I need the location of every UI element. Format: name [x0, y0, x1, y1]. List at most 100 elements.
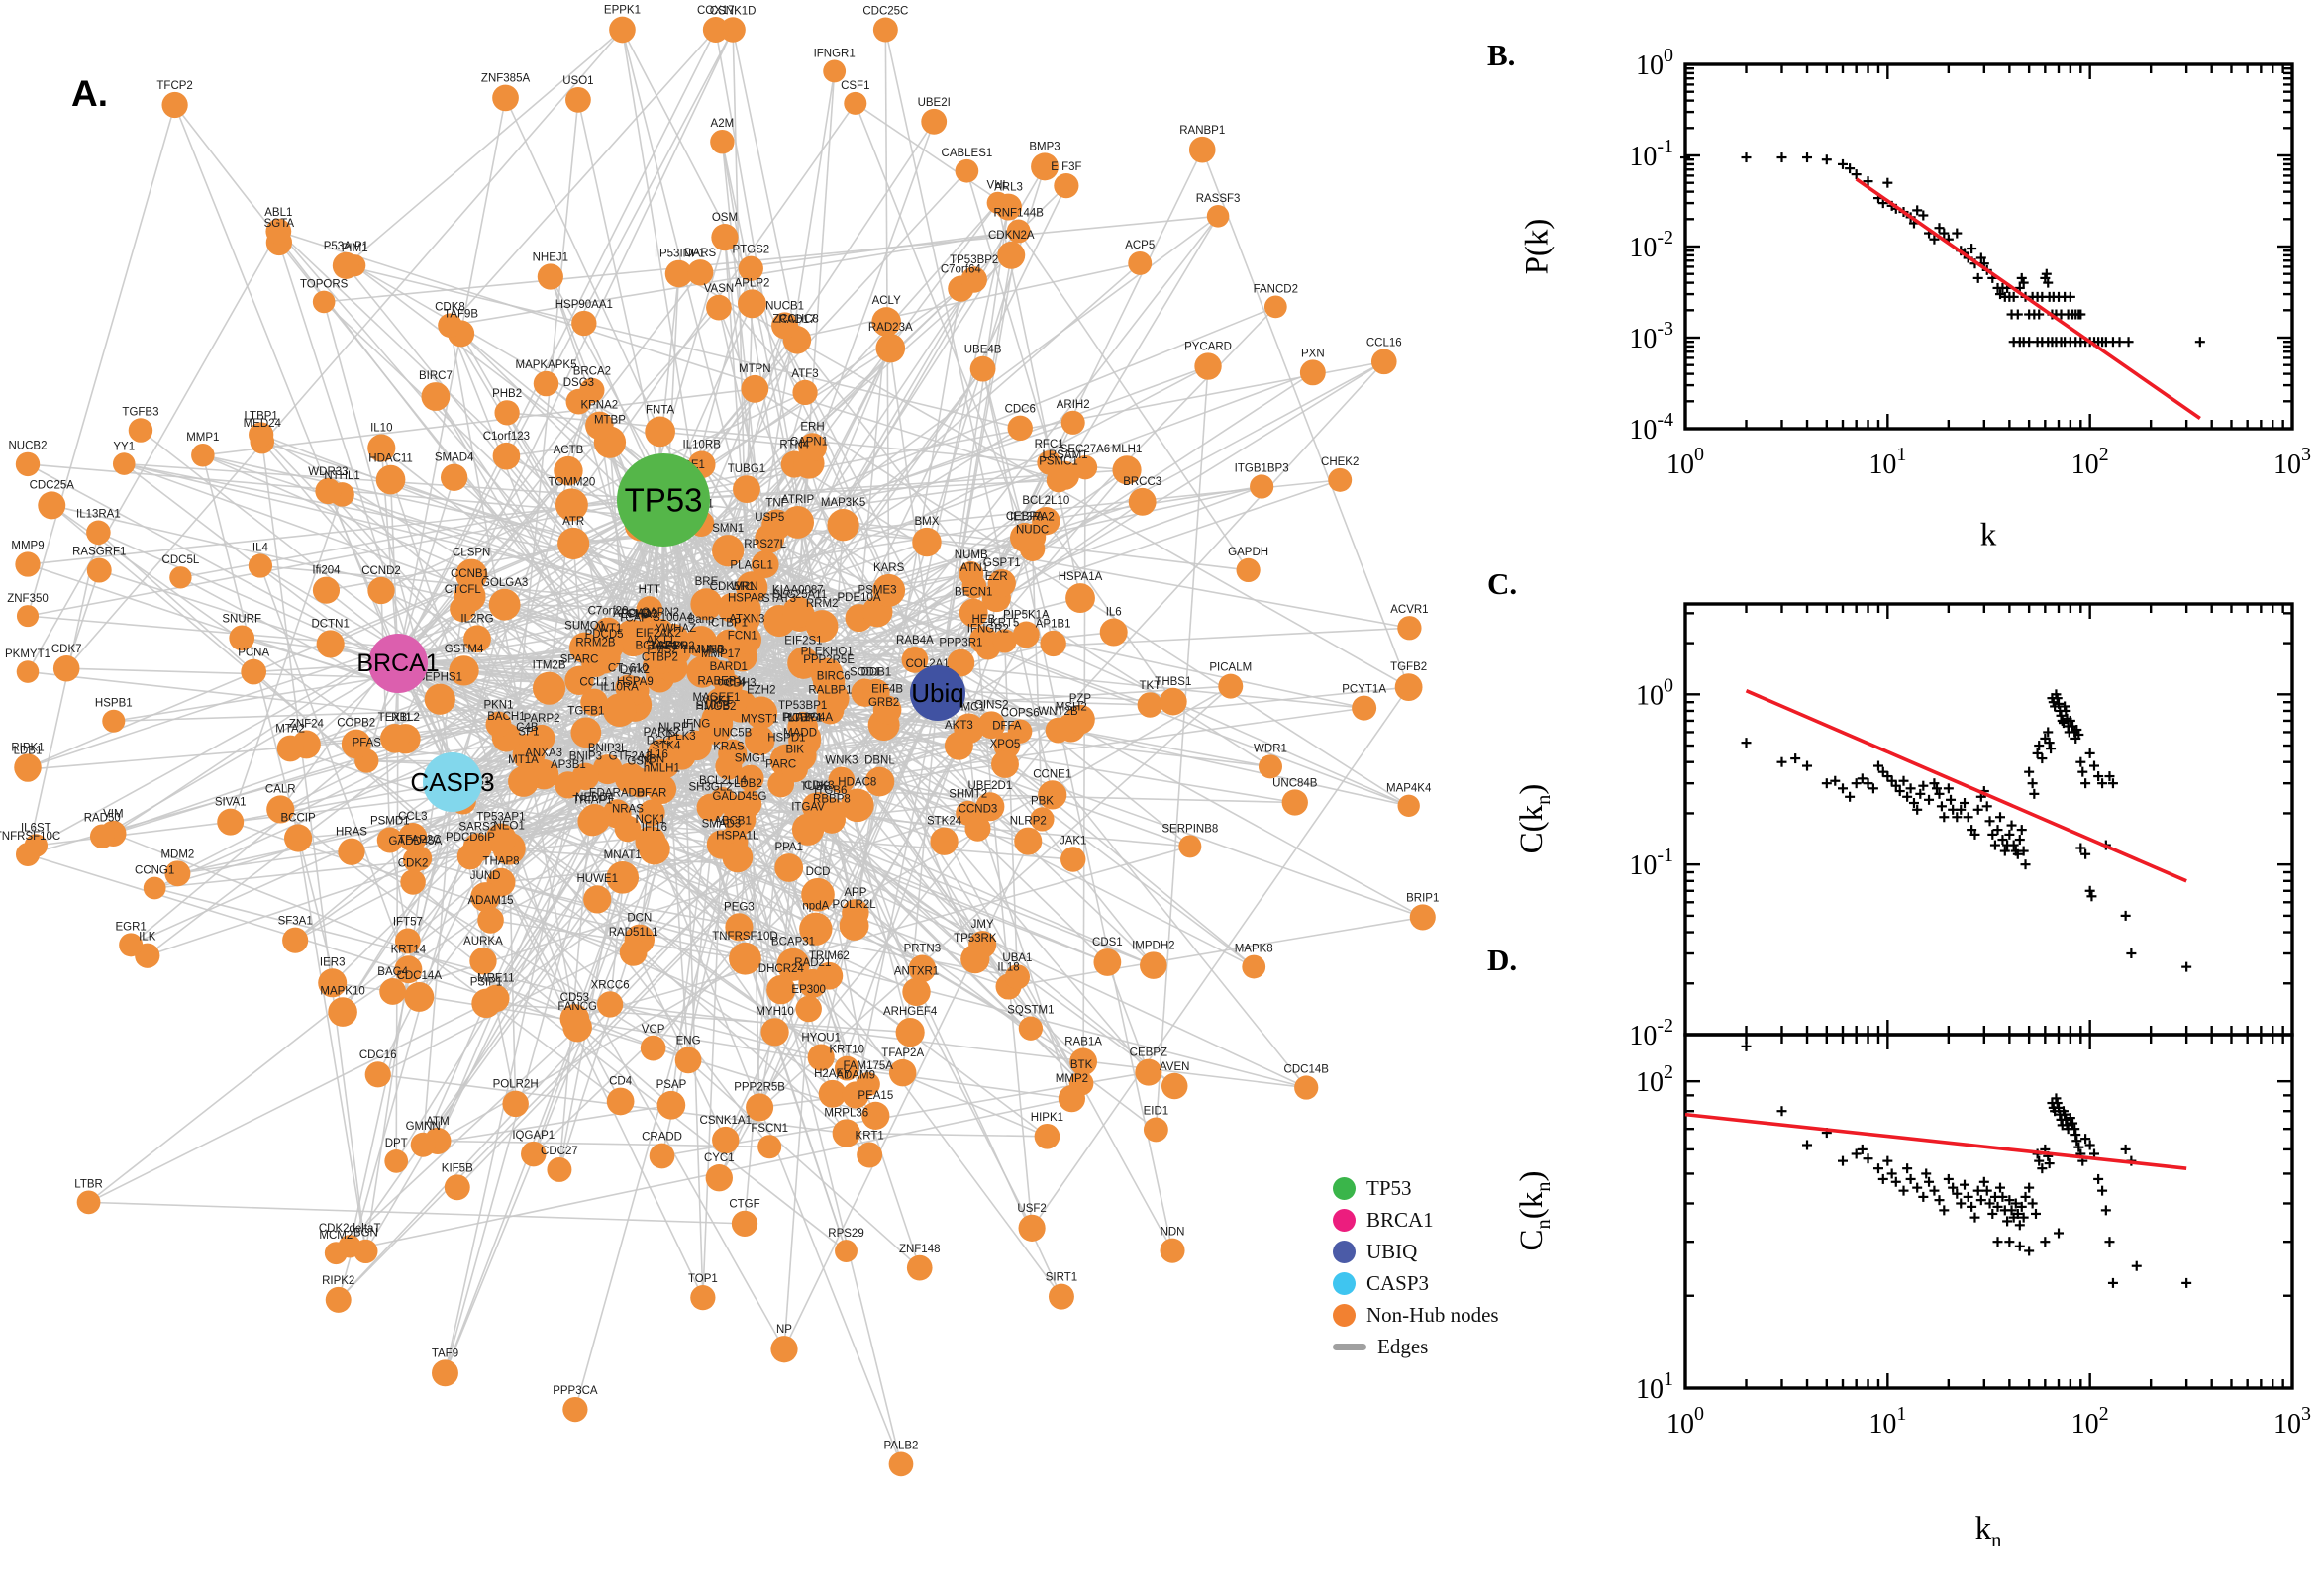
network-node-label: A2M [711, 118, 735, 130]
network-node-label: PIM1 [342, 243, 368, 254]
network-node-label: HSPA1L [716, 830, 759, 842]
network-node [1051, 460, 1080, 490]
network-node-label: PKN1 [483, 700, 513, 712]
network-node [404, 981, 435, 1012]
network-node-label: UBE2I [918, 97, 951, 109]
network-node-label: ZNF350 [7, 593, 49, 605]
network-nodes [14, 16, 1436, 1477]
network-node-label: DCN [627, 913, 652, 925]
network-node-label: BCCIP [281, 812, 316, 824]
network-node-label: TP53BP2 [950, 254, 998, 266]
network-node-label: DCD [806, 866, 831, 878]
network-node-label: IFNGR1 [814, 49, 856, 60]
network-node-label: PLA2G4A [782, 712, 833, 724]
axis-title-segment: n [1532, 1181, 1555, 1192]
network-node [737, 764, 764, 792]
network-node [835, 1240, 858, 1263]
network-node-label: RPS27L [744, 539, 786, 550]
network-node-label: GTF2A2 [609, 751, 652, 763]
network-node-label: ATXN3 [729, 614, 764, 626]
network-node [746, 1093, 774, 1122]
network-node-label: MMP2 [1056, 1073, 1088, 1085]
network-node [690, 1285, 716, 1311]
network-node-label: EIF2AK2 [636, 628, 681, 640]
network-node-label: ACVR1 [1390, 604, 1428, 616]
scatter-points [1741, 1041, 2192, 1288]
network-node [488, 588, 521, 621]
network-node-label: MSH2 [1056, 701, 1087, 713]
network-node-label: NP [776, 1324, 792, 1336]
plot-panel-b: 100 101 102 103 100 10-1 10-2 10-3 10-4 [1629, 45, 2311, 480]
network-node [959, 598, 988, 628]
network-node-label: TP53INP1 [653, 249, 705, 260]
network-node-label: TP53BP1 [778, 700, 827, 712]
network-node-label: MT1A [508, 754, 539, 766]
network-node-label: RALBP1 [808, 685, 852, 697]
network-node [376, 827, 403, 853]
network-node [888, 1058, 917, 1087]
network-node-label: EIF4B [871, 684, 903, 696]
network-node-label: ARHGEF4 [883, 1006, 938, 1018]
network-node [1250, 474, 1274, 499]
network-node-label: CDH3 [725, 678, 756, 690]
network-node-label: KRT5 [990, 617, 1019, 629]
network-node-label: PPA1 [774, 842, 803, 853]
network-node [872, 573, 906, 607]
network-node-label: MMP1 [186, 432, 219, 444]
network-node [463, 625, 491, 653]
axis-title-segment: P(k) [1519, 218, 1556, 275]
network-node-label: JUNB [695, 645, 725, 656]
network-node-label: HDAC8 [838, 776, 876, 788]
network-node-label: WNT2B [1038, 706, 1078, 718]
network-node [1040, 630, 1066, 657]
network-node [1072, 454, 1098, 480]
network-node-label: MLH1 [1112, 444, 1143, 455]
network-node [827, 509, 859, 542]
network-node [731, 1210, 758, 1238]
network-node [801, 877, 835, 912]
network-node-label: CDK8 [435, 301, 465, 313]
network-node-label: TCAP [618, 613, 649, 625]
network-node-label: DBNL [864, 755, 895, 767]
axis-title-segment: k [1974, 1511, 1992, 1547]
network-node-label: PSMD1 [370, 815, 410, 827]
network-node-label: ATRIP [781, 494, 814, 506]
legend-label: Edges [1377, 1334, 1429, 1358]
fit-line [1745, 689, 2187, 883]
network-node [710, 129, 735, 154]
network-node-label: MAP3K5 [821, 497, 865, 509]
network-node [38, 491, 66, 520]
network-node-label: VHL [987, 180, 1010, 192]
network-node-label: GSN [627, 756, 652, 768]
network-node-label: SIRT1 [1046, 1272, 1077, 1284]
network-node-label: EIF2S1 [784, 636, 822, 648]
network-node [930, 827, 959, 855]
network-node [1014, 827, 1043, 855]
network-node-label: BIK [785, 745, 804, 756]
network-node-label: ITGB1BP3 [1235, 462, 1289, 474]
network-node-label: DFFA [992, 721, 1022, 733]
node-swatch-icon [1333, 1208, 1356, 1232]
network-node-label: BAG4 [377, 966, 408, 978]
network-node-label: BNIP3 [569, 751, 602, 763]
axis-title-pk: P(k) [1520, 219, 1557, 275]
network-node [52, 654, 80, 682]
network-node-label: GRB2 [868, 697, 899, 709]
network-node-label: MTA2 [275, 724, 305, 736]
network-node [450, 595, 476, 623]
network-node-label: RBL2 [391, 712, 420, 724]
network-node [400, 869, 426, 895]
network-node [844, 91, 867, 115]
network-node-label: IL10 [370, 423, 392, 435]
network-node [1069, 1047, 1098, 1076]
panel-b-label: B. [1487, 38, 1516, 72]
network-node-label: CEBPZ [1130, 1047, 1167, 1059]
network-node-label: HUWE1 [576, 873, 618, 885]
network-node-label: NRAS [612, 804, 644, 816]
network-node [341, 729, 371, 759]
network-node-label: LTBP4 [787, 713, 822, 725]
network-node-label: GMNN [406, 1121, 441, 1133]
network-node-label: CDK7 [51, 644, 82, 655]
network-node-label: IL6 [1106, 607, 1122, 619]
network-node-label: HTT [639, 584, 660, 596]
